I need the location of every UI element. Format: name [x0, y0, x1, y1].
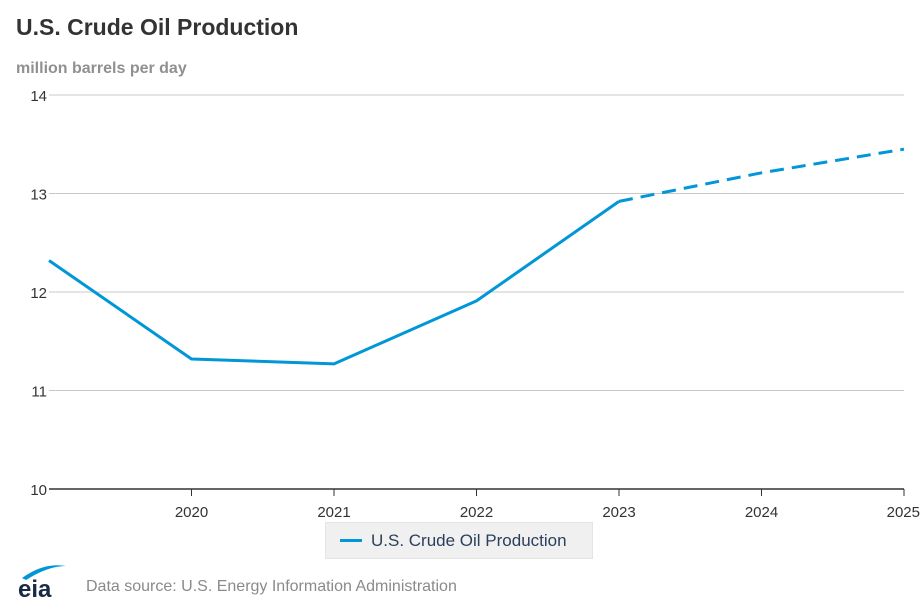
y-tick-label: 11: [31, 384, 47, 401]
chart-title: U.S. Crude Oil Production: [16, 14, 299, 40]
x-tick-label: 2022: [460, 504, 493, 520]
y-tick-label: 10: [30, 482, 47, 499]
x-tick-label: 2021: [317, 504, 350, 520]
legend-label[interactable]: U.S. Crude Oil Production: [371, 530, 567, 550]
legend[interactable]: U.S. Crude Oil Production: [325, 522, 593, 559]
series-line-historical: [48, 200, 620, 366]
eia-logo-text: eia: [18, 576, 52, 600]
y-axis-unit-label: million barrels per day: [16, 60, 187, 77]
x-tick-label: 2024: [745, 504, 778, 520]
x-tick-label: 2020: [175, 504, 208, 520]
footer: eia Data source: U.S. Energy Information…: [16, 560, 457, 600]
data-source: Data source: U.S. Energy Information Adm…: [86, 578, 457, 595]
x-tick-label: 2025: [887, 504, 920, 520]
legend-swatch: [340, 539, 362, 542]
y-tick-label: 13: [30, 187, 47, 204]
series-line-forecast: [618, 147, 905, 203]
y-tick-label: 14: [30, 88, 47, 105]
eia-logo-icon: eia: [18, 565, 66, 600]
x-tick-label: 2023: [602, 504, 635, 520]
y-tick-label: 12: [30, 285, 47, 302]
line-chart: 10 11 12 13 14 2020 2021 2022 2023 2024 2025: [30, 88, 920, 520]
